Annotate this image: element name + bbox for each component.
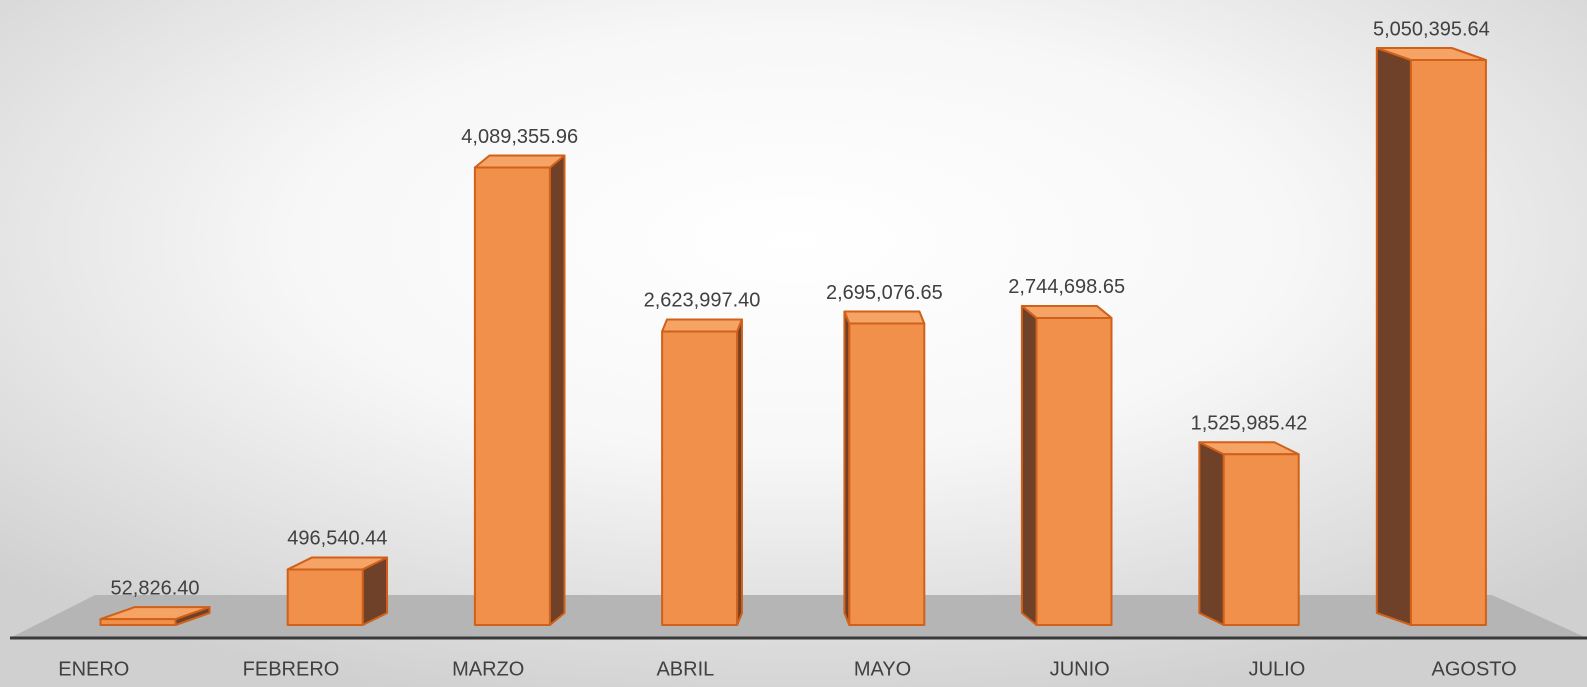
- bar-front: [1035, 316, 1113, 626]
- bar-front: [1409, 59, 1487, 626]
- bar-side: [548, 154, 566, 626]
- bar: [843, 310, 926, 626]
- bar-front: [473, 166, 551, 626]
- bar-front: [661, 330, 739, 626]
- bar-side: [1375, 47, 1412, 626]
- data-label: 52,826.40: [111, 577, 200, 599]
- x-tick-label: ABRIL: [656, 658, 714, 680]
- data-label: 2,623,997.40: [644, 290, 761, 312]
- bar: [99, 606, 211, 626]
- bar-front: [848, 322, 926, 626]
- data-label: 2,744,698.65: [1008, 276, 1125, 298]
- x-tick-label: JUNIO: [1050, 658, 1110, 680]
- x-tick-label: FEBRERO: [243, 658, 340, 680]
- bar: [1375, 47, 1487, 626]
- bar: [286, 556, 389, 626]
- bar: [661, 318, 743, 626]
- bar-top: [661, 318, 743, 333]
- bar-top: [473, 154, 566, 169]
- x-tick-label: MARZO: [452, 658, 524, 680]
- x-tick-label: ENERO: [58, 658, 129, 680]
- x-tick-label: AGOSTO: [1432, 658, 1517, 680]
- bar-side: [1198, 441, 1225, 626]
- bar: [473, 154, 566, 626]
- data-label: 1,525,985.42: [1191, 413, 1308, 435]
- x-tick-label: MAYO: [854, 658, 911, 680]
- bar-front: [1222, 453, 1300, 626]
- bar-front: [99, 618, 177, 626]
- bar-top: [1020, 304, 1113, 319]
- data-label: 5,050,395.64: [1373, 18, 1490, 40]
- bar: [1020, 304, 1113, 626]
- bar: [1198, 441, 1300, 626]
- bar-top: [843, 310, 926, 325]
- data-label: 4,089,355.96: [461, 126, 578, 148]
- bar-front: [286, 568, 364, 626]
- x-tick-label: JULIO: [1249, 658, 1306, 680]
- data-label: 496,540.44: [287, 528, 387, 550]
- bar-side: [1020, 304, 1038, 626]
- floor: [10, 595, 1587, 638]
- data-label: 2,695,076.65: [826, 282, 943, 304]
